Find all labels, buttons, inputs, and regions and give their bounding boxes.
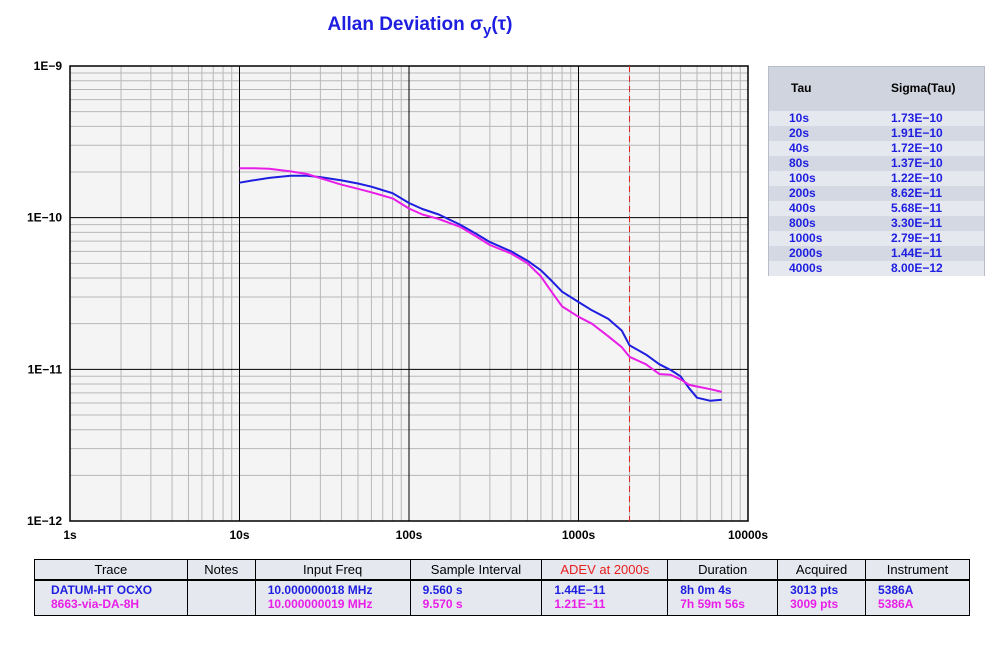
sigma-table-header: Tau Sigma(Tau) xyxy=(769,67,984,108)
sigma-row-tau: 10s xyxy=(789,111,810,125)
header-sample-interval: Sample Interval xyxy=(409,559,543,581)
chart-title-main: Allan Deviation σ xyxy=(327,14,484,35)
y-tick-label: 1E−12 xyxy=(27,514,62,528)
sigma-row-sigma: 3.30E−11 xyxy=(891,216,943,230)
sigma-row-tau: 100s xyxy=(789,171,816,185)
cell-adev: 1.44E−11 1.21E−11 xyxy=(541,579,669,616)
sigma-row-tau: 400s xyxy=(789,201,816,215)
sigma-row-sigma: 8.00E−12 xyxy=(891,261,943,275)
sigma-row: 4000s 8.00E−12 xyxy=(769,261,984,276)
sigma-row: 200s 8.62E−11 xyxy=(769,186,984,201)
series-line-2 xyxy=(239,167,722,393)
instrument-1: 5386A xyxy=(878,583,914,597)
cell-notes xyxy=(186,579,256,616)
header-input-freq: Input Freq xyxy=(254,559,411,581)
sigma-row: 80s 1.37E−10 xyxy=(769,156,984,171)
sigma-row-tau: 40s xyxy=(789,141,810,155)
input-freq-2: 10.000000019 MHz xyxy=(267,597,373,611)
duration-2: 7h 59m 56s xyxy=(680,597,745,611)
chart-title: Allan Deviation σy(τ) xyxy=(260,14,580,39)
sigma-row-tau: 800s xyxy=(789,216,816,230)
header-notes: Notes xyxy=(186,559,256,581)
sigma-row-sigma: 8.62E−11 xyxy=(891,186,943,200)
header-instrument: Instrument xyxy=(865,559,970,581)
sigma-row: 100s 1.22E−10 xyxy=(769,171,984,186)
y-tick-label: 1E−11 xyxy=(28,362,63,376)
header-acquired: Acquired xyxy=(777,559,867,581)
sigma-header-tau: Tau xyxy=(791,80,812,95)
legend-header-row: Trace Notes Input Freq Sample Interval A… xyxy=(34,559,970,581)
sample-interval-1: 9.560 s xyxy=(422,583,463,597)
sigma-table-rows: 10s 1.73E−10 20s 1.91E−10 40s 1.72E−10 80s 1.37… xyxy=(769,111,984,276)
x-tick-label: 1s xyxy=(63,528,77,542)
acquired-1: 3013 pts xyxy=(790,583,839,597)
x-tick-label: 10000s xyxy=(728,528,768,542)
sigma-row: 800s 3.30E−11 xyxy=(769,216,984,231)
sigma-row-sigma: 1.22E−10 xyxy=(891,171,943,185)
sigma-row: 2000s 1.44E−11 xyxy=(769,246,984,261)
adev-2: 1.21E−11 xyxy=(554,597,606,611)
input-freq-1: 10.000000018 MHz xyxy=(267,583,373,597)
cell-sample-interval: 9.560 s 9.570 s xyxy=(409,579,543,616)
acquired-2: 3009 pts xyxy=(790,597,839,611)
y-tick-label: 1E−10 xyxy=(27,211,62,225)
trace-legend-table: Trace Notes Input Freq Sample Interval A… xyxy=(34,559,970,616)
sigma-row: 400s 5.68E−11 xyxy=(769,201,984,216)
cell-instrument: 5386A 5386A xyxy=(865,579,970,616)
header-adev: ADEV at 2000s xyxy=(541,559,669,581)
cell-trace: DATUM-HT OCXO 8663-via-DA-8H xyxy=(34,579,188,616)
plot-border xyxy=(69,65,749,522)
sigma-row-sigma: 1.37E−10 xyxy=(891,156,943,170)
sigma-row-tau: 1000s xyxy=(789,231,823,245)
trace-name-1: DATUM-HT OCXO xyxy=(51,583,153,597)
adev-1: 1.44E−11 xyxy=(554,583,606,597)
sigma-header-sigma: Sigma(Tau) xyxy=(891,80,956,95)
sigma-row-tau: 80s xyxy=(789,156,810,170)
duration-1: 8h 0m 4s xyxy=(680,583,732,597)
sigma-row-tau: 20s xyxy=(789,126,810,140)
sigma-row-sigma: 1.44E−11 xyxy=(891,246,943,260)
cell-acquired: 3013 pts 3009 pts xyxy=(777,579,867,616)
chart-title-subscript: y xyxy=(483,21,492,39)
chart-title-tail: (τ) xyxy=(491,14,513,35)
sigma-row-sigma: 1.91E−10 xyxy=(891,126,943,140)
x-tick-label: 10s xyxy=(229,528,249,542)
cell-duration: 8h 0m 4s 7h 59m 56s xyxy=(667,579,779,616)
sigma-row: 40s 1.72E−10 xyxy=(769,141,984,156)
sigma-row-tau: 200s xyxy=(789,186,816,200)
header-duration: Duration xyxy=(667,559,779,581)
sigma-row-sigma: 5.68E−11 xyxy=(891,201,943,215)
x-tick-label: 1000s xyxy=(562,528,596,542)
header-trace: Trace xyxy=(34,559,188,581)
cell-input-freq: 10.000000018 MHz 10.000000019 MHz xyxy=(254,579,411,616)
sigma-row-tau: 4000s xyxy=(789,261,823,275)
instrument-2: 5386A xyxy=(878,597,914,611)
legend-data-row: DATUM-HT OCXO 8663-via-DA-8H 10.00000001… xyxy=(34,579,970,616)
sigma-row-tau: 2000s xyxy=(789,246,823,260)
sigma-row: 20s 1.91E−10 xyxy=(769,126,984,141)
sigma-row-sigma: 2.79E−11 xyxy=(891,231,943,245)
sigma-tau-table: Tau Sigma(Tau) 10s 1.73E−10 20s 1.91E−10 40s… xyxy=(768,66,985,276)
series-line-1 xyxy=(239,174,722,402)
y-tick-label: 1E−9 xyxy=(34,59,63,73)
trace-name-2: 8663-via-DA-8H xyxy=(51,597,140,611)
sigma-row-sigma: 1.72E−10 xyxy=(891,141,943,155)
sigma-row: 10s 1.73E−10 xyxy=(769,111,984,126)
x-tick-label: 100s xyxy=(396,528,423,542)
sigma-row-sigma: 1.73E−10 xyxy=(891,111,943,125)
sample-interval-2: 9.570 s xyxy=(422,597,463,611)
sigma-row: 1000s 2.79E−11 xyxy=(769,231,984,246)
